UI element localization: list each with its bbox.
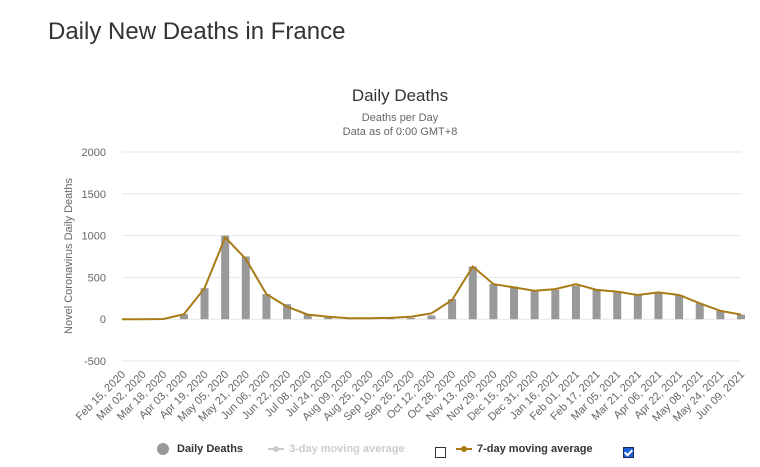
bar-daily-deaths[interactable] [571, 285, 580, 320]
chart-subtitle: Deaths per Day [362, 112, 439, 124]
legend-line-icon [456, 446, 472, 452]
bar-daily-deaths[interactable] [695, 303, 704, 320]
bar-daily-deaths[interactable] [613, 291, 622, 320]
bar-daily-deaths[interactable] [283, 304, 292, 320]
bar-daily-deaths[interactable] [654, 292, 663, 320]
y-tick-label: 1500 [82, 189, 106, 201]
checkbox-3-day-average[interactable] [435, 447, 446, 458]
page-title: Daily New Deaths in France [48, 18, 346, 45]
bar-daily-deaths[interactable] [633, 294, 642, 320]
bar-daily-deaths[interactable] [179, 314, 188, 320]
y-tick-label: 500 [88, 272, 106, 284]
daily-deaths-chart: Daily Deaths Deaths per Day Data as of 0… [63, 86, 747, 424]
legend-item-3-day-average[interactable]: 3-day moving average [268, 443, 405, 455]
chart-title: Daily Deaths [352, 86, 448, 105]
bar-daily-deaths[interactable] [716, 310, 725, 320]
y-tick-label: 2000 [82, 147, 106, 159]
legend-label: Daily Deaths [177, 443, 244, 455]
bar-daily-deaths[interactable] [489, 284, 498, 320]
checkbox-7-day-average[interactable] [623, 447, 634, 458]
bar-daily-deaths[interactable] [737, 314, 745, 320]
bar-daily-deaths[interactable] [324, 316, 333, 320]
chart-legend: Daily Deaths 3-day moving average 7-day … [0, 443, 760, 463]
legend-label: 3-day moving average [289, 443, 405, 455]
y-tick-label: -500 [84, 356, 106, 368]
bar-daily-deaths[interactable] [510, 286, 519, 320]
bar-daily-deaths[interactable] [406, 317, 415, 320]
bar-daily-deaths[interactable] [551, 289, 560, 320]
bar-daily-deaths[interactable] [262, 294, 271, 320]
y-axis-label: Novel Coronavirus Daily Deaths [63, 178, 75, 334]
y-tick-label: 0 [100, 314, 106, 326]
y-tick-label: 1000 [82, 231, 106, 243]
bar-daily-deaths[interactable] [303, 314, 312, 320]
bar-daily-deaths[interactable] [530, 290, 539, 320]
checkbox-checked-icon[interactable] [623, 447, 634, 458]
bar-daily-deaths[interactable] [592, 289, 601, 320]
bar-daily-deaths[interactable] [427, 315, 436, 320]
bar-daily-deaths[interactable] [468, 266, 477, 320]
legend-item-daily-deaths[interactable]: Daily Deaths [157, 443, 243, 455]
checkbox-icon[interactable] [435, 447, 446, 458]
chart-subtitle-date: Data as of 0:00 GMT+8 [343, 126, 458, 138]
legend-item-7-day-average[interactable]: 7-day moving average [456, 443, 593, 455]
legend-label: 7-day moving average [477, 443, 593, 455]
bar-daily-deaths[interactable] [675, 294, 684, 320]
legend-line-icon [268, 446, 284, 452]
series-line-7-day-moving-average [122, 235, 742, 321]
legend-marker-icon [157, 443, 169, 455]
bar-daily-deaths[interactable] [241, 256, 250, 320]
bar-daily-deaths[interactable] [200, 288, 209, 320]
bar-daily-deaths[interactable] [221, 235, 230, 320]
bar-daily-deaths[interactable] [448, 299, 457, 320]
